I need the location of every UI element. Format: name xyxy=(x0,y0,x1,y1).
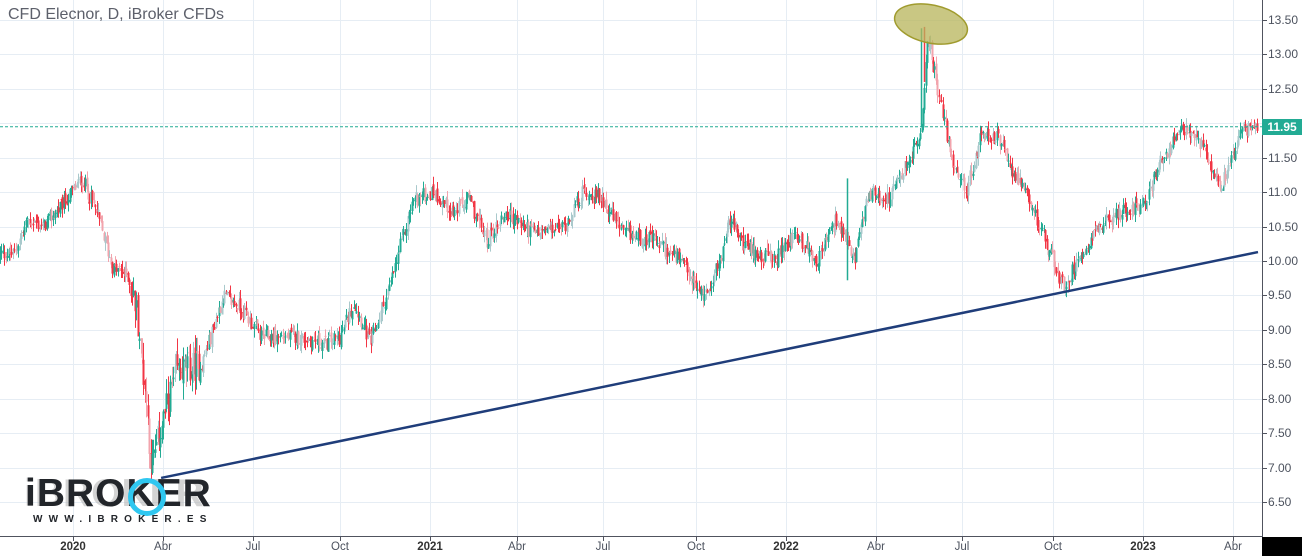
price-axis-label: 10.00 xyxy=(1268,254,1299,268)
price-axis-label: 8.50 xyxy=(1268,357,1292,372)
time-axis-label: Abr xyxy=(154,541,172,553)
time-axis-label: Abr xyxy=(1224,541,1242,553)
price-axis-label: 13.50 xyxy=(1268,13,1299,27)
price-axis-label: 9.50 xyxy=(1268,288,1292,303)
logo-url: WWW.IBROKER.ES xyxy=(33,514,213,525)
time-axis-label: Jul xyxy=(954,541,970,553)
price-axis-label: 11.00 xyxy=(1268,185,1298,200)
price-axis-tick-marks xyxy=(1262,20,1267,503)
logo-ghost-text: iBROKER xyxy=(24,472,204,515)
time-axis-label: 2020 xyxy=(60,541,86,553)
time-axis-label: Oct xyxy=(687,541,705,553)
ibroker-logo: iBROKER iBROKER WWW.IBROKER.ES xyxy=(24,472,240,528)
logo-text: iBROKER xyxy=(25,472,212,515)
logo-o-ring-icon xyxy=(128,478,166,516)
price-axis-label: 7.50 xyxy=(1268,426,1292,441)
price-axis-label: 12.50 xyxy=(1268,81,1299,96)
price-axis-label: 10.50 xyxy=(1268,219,1299,234)
time-axis-label: 2021 xyxy=(417,541,443,553)
chart-title: CFD Elecnor, D, iBroker CFDs xyxy=(8,6,225,23)
trendline[interactable] xyxy=(160,250,1259,480)
last-price-badge: 11.95 xyxy=(1262,118,1302,135)
candlestick-series xyxy=(0,26,1259,484)
time-axis-label: Jul xyxy=(245,541,261,553)
time-axis-label: Oct xyxy=(331,541,349,553)
axis-corner xyxy=(1262,537,1302,556)
price-axis-label: 9.00 xyxy=(1268,322,1292,337)
time-axis-label: Jul xyxy=(595,541,611,553)
price-axis-label: 11.50 xyxy=(1268,150,1298,165)
price-axis-label: 13.00 xyxy=(1268,47,1299,62)
price-axis-label: 7.00 xyxy=(1268,460,1292,475)
price-axis-label: 6.50 xyxy=(1268,495,1292,510)
peak-ellipse-annotation[interactable] xyxy=(891,0,971,50)
time-axis-label: Abr xyxy=(867,541,885,553)
time-axis-tick-marks xyxy=(73,536,1234,541)
time-axis-label: 2023 xyxy=(1130,541,1156,553)
grid-lines xyxy=(0,0,1262,536)
time-axis-label: 2022 xyxy=(773,541,799,553)
time-axis-label: Abr xyxy=(508,541,526,553)
time-axis-label: Oct xyxy=(1044,541,1062,553)
price-axis-label: 8.00 xyxy=(1268,391,1292,406)
